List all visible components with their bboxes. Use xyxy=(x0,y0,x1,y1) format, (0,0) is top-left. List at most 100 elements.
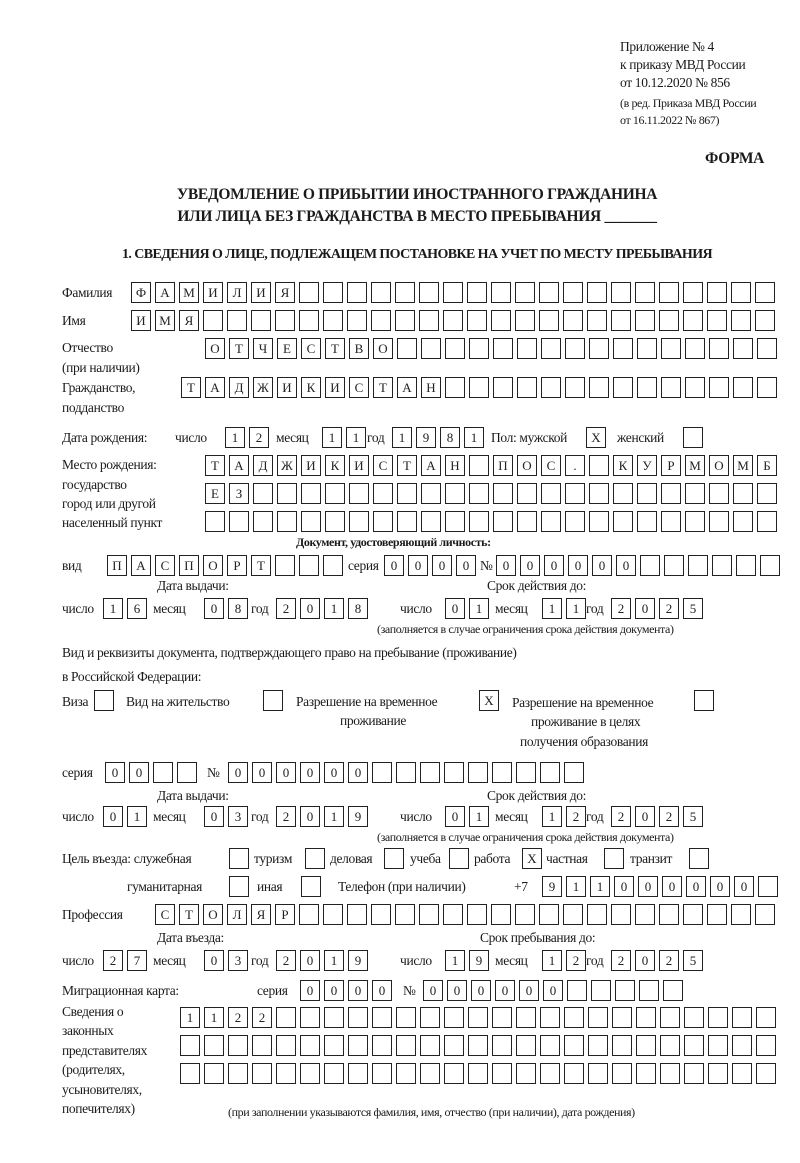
year-cell[interactable]: 2 xyxy=(276,950,296,971)
representative-cell[interactable] xyxy=(396,1007,416,1028)
representative-cell[interactable] xyxy=(396,1035,416,1056)
birth-place-cell[interactable] xyxy=(421,483,441,504)
representative-cell[interactable] xyxy=(276,1063,296,1084)
representative-cell[interactable] xyxy=(708,1007,728,1028)
birth-place-cell[interactable]: И xyxy=(301,455,321,476)
representative-cell[interactable] xyxy=(180,1035,200,1056)
profession-cell[interactable]: О xyxy=(203,904,223,925)
citizenship-cell[interactable]: И xyxy=(325,377,345,398)
patronymic-cell[interactable] xyxy=(613,338,633,359)
patronymic-cell[interactable]: Т xyxy=(229,338,249,359)
citizenship-cell[interactable]: Д xyxy=(229,377,249,398)
tourism-checkbox[interactable] xyxy=(305,848,325,869)
surname-cell[interactable] xyxy=(659,282,679,303)
series-cell[interactable]: 0 xyxy=(129,762,149,783)
month-cell[interactable]: 1 xyxy=(542,950,562,971)
citizenship-cell[interactable] xyxy=(469,377,489,398)
name-cell[interactable] xyxy=(659,310,679,331)
day-cell[interactable]: 2 xyxy=(103,950,123,971)
birth-place-cell[interactable] xyxy=(469,455,489,476)
birth-place-cell[interactable] xyxy=(253,483,273,504)
representative-cell[interactable] xyxy=(372,1063,392,1084)
birth-place-cell[interactable] xyxy=(661,511,681,532)
representative-cell[interactable] xyxy=(660,1035,680,1056)
representative-cell[interactable] xyxy=(756,1063,776,1084)
citizenship-cell[interactable] xyxy=(661,377,681,398)
profession-cell[interactable] xyxy=(467,904,487,925)
birth-place-cell[interactable] xyxy=(493,511,513,532)
profession-cell[interactable] xyxy=(587,904,607,925)
name-cell[interactable] xyxy=(683,310,703,331)
name-cell[interactable] xyxy=(299,310,319,331)
series-cell[interactable]: 0 xyxy=(432,555,452,576)
representative-cell[interactable]: 1 xyxy=(204,1007,224,1028)
name-cell[interactable] xyxy=(227,310,247,331)
series-cell[interactable]: 0 xyxy=(324,980,344,1001)
series-cell[interactable]: 0 xyxy=(105,762,125,783)
birth-place-cell[interactable]: Р xyxy=(661,455,681,476)
doc-type-cell[interactable]: П xyxy=(107,555,127,576)
profession-cell[interactable] xyxy=(443,904,463,925)
birth-place-cell[interactable]: К xyxy=(613,455,633,476)
surname-cell[interactable] xyxy=(491,282,511,303)
phone-cell[interactable]: 0 xyxy=(662,876,682,897)
number-cell[interactable] xyxy=(567,980,587,1001)
year-cell[interactable]: 1 xyxy=(324,806,344,827)
doc-type-cell[interactable]: Т xyxy=(251,555,271,576)
representative-cell[interactable] xyxy=(348,1035,368,1056)
citizenship-cell[interactable] xyxy=(685,377,705,398)
name-cell[interactable] xyxy=(323,310,343,331)
citizenship-cell[interactable]: Т xyxy=(181,377,201,398)
month-cell[interactable]: 0 xyxy=(204,806,224,827)
year-cell[interactable]: 0 xyxy=(635,950,655,971)
business-checkbox[interactable] xyxy=(384,848,404,869)
number-cell[interactable]: 0 xyxy=(616,555,636,576)
birth-place-cell[interactable] xyxy=(757,511,777,532)
profession-cell[interactable] xyxy=(371,904,391,925)
year-cell[interactable]: 2 xyxy=(276,806,296,827)
birth-place-cell[interactable] xyxy=(517,483,537,504)
number-cell[interactable] xyxy=(591,980,611,1001)
year-cell[interactable]: 5 xyxy=(683,598,703,619)
representative-cell[interactable] xyxy=(204,1063,224,1084)
patronymic-cell[interactable] xyxy=(517,338,537,359)
citizenship-cell[interactable]: Н xyxy=(421,377,441,398)
number-cell[interactable] xyxy=(664,555,684,576)
male-checkbox[interactable]: X xyxy=(586,427,606,448)
year-cell[interactable]: 2 xyxy=(659,598,679,619)
phone-cell[interactable]: 9 xyxy=(542,876,562,897)
birth-place-cell[interactable] xyxy=(373,483,393,504)
representative-cell[interactable] xyxy=(684,1007,704,1028)
patronymic-cell[interactable] xyxy=(421,338,441,359)
name-cell[interactable] xyxy=(587,310,607,331)
number-cell[interactable]: 0 xyxy=(348,762,368,783)
day-cell[interactable]: 6 xyxy=(127,598,147,619)
representative-cell[interactable] xyxy=(540,1035,560,1056)
doc-type-cell[interactable]: Р xyxy=(227,555,247,576)
name-cell[interactable] xyxy=(611,310,631,331)
representative-cell[interactable]: 1 xyxy=(180,1007,200,1028)
day-cell[interactable]: 1 xyxy=(103,598,123,619)
name-cell[interactable]: Я xyxy=(179,310,199,331)
birth-place-cell[interactable] xyxy=(541,483,561,504)
profession-cell[interactable] xyxy=(683,904,703,925)
birth-place-cell[interactable] xyxy=(589,511,609,532)
citizenship-cell[interactable]: А xyxy=(397,377,417,398)
surname-cell[interactable] xyxy=(347,282,367,303)
representative-cell[interactable] xyxy=(348,1007,368,1028)
birth-place-cell[interactable] xyxy=(469,483,489,504)
month-cell[interactable]: 0 xyxy=(204,950,224,971)
name-cell[interactable] xyxy=(419,310,439,331)
citizenship-cell[interactable] xyxy=(517,377,537,398)
surname-cell[interactable] xyxy=(515,282,535,303)
surname-cell[interactable]: А xyxy=(155,282,175,303)
representative-cell[interactable]: 2 xyxy=(252,1007,272,1028)
edu-permit-checkbox[interactable] xyxy=(694,690,714,711)
series-cell[interactable] xyxy=(177,762,197,783)
birth-place-cell[interactable]: И xyxy=(349,455,369,476)
birth-place-cell[interactable] xyxy=(325,483,345,504)
representative-cell[interactable] xyxy=(732,1007,752,1028)
patronymic-cell[interactable] xyxy=(637,338,657,359)
representative-cell[interactable] xyxy=(612,1063,632,1084)
number-cell[interactable]: 0 xyxy=(495,980,515,1001)
